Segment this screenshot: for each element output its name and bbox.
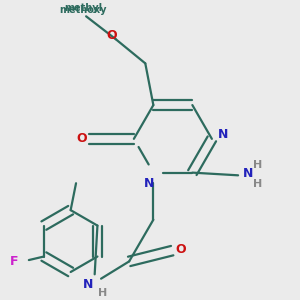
Text: F: F [10,255,19,268]
Text: O: O [76,132,87,146]
Text: N: N [144,177,154,190]
Text: H: H [98,288,107,298]
Text: H: H [253,179,262,189]
Text: N: N [243,167,253,180]
Text: methyl: methyl [64,3,103,13]
Text: methoxy: methoxy [60,4,107,15]
Text: N: N [83,278,94,291]
Text: H: H [253,160,262,170]
Text: N: N [218,128,228,141]
Text: O: O [175,243,186,256]
Text: O: O [106,28,117,42]
